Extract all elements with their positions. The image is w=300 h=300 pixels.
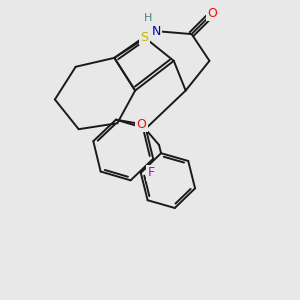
Text: O: O [136,118,146,130]
Text: S: S [140,31,148,44]
Text: H: H [144,13,153,23]
Text: F: F [148,166,155,179]
Text: N: N [151,25,160,38]
Text: O: O [208,7,218,20]
